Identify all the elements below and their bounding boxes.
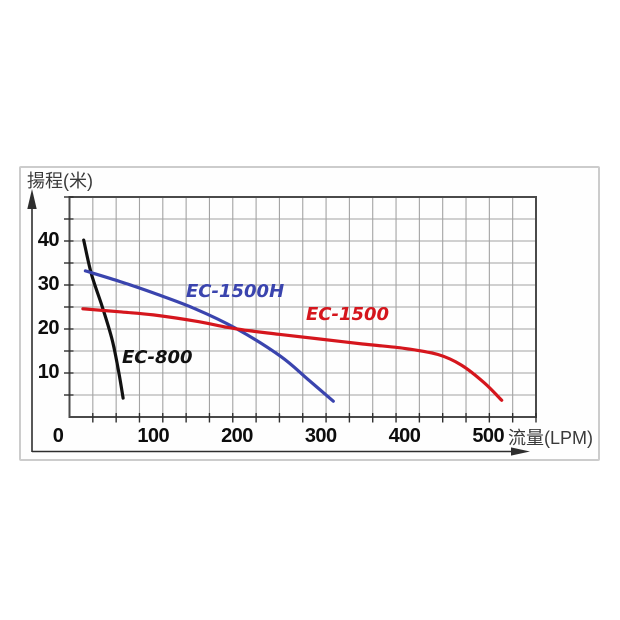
y-tick-label: 20 — [37, 317, 60, 339]
x-tick-label: 500 — [472, 425, 505, 447]
origin-tick-label: 0 — [52, 425, 64, 447]
series-label-ec-1500: EC-1500 — [306, 304, 390, 325]
y-axis-arrowhead — [27, 189, 37, 209]
x-tick-label: 300 — [304, 425, 337, 447]
x-tick-label: 400 — [388, 425, 421, 447]
x-tick-label: 200 — [221, 425, 253, 447]
curve-ec-1500 — [81, 307, 504, 402]
x-tick-label: 100 — [137, 425, 170, 447]
series-label-ec-800: EC-800 — [122, 347, 193, 368]
y-tick-label: 40 — [37, 229, 60, 251]
x-axis-arrowhead — [511, 447, 530, 456]
curve-ec-800 — [82, 238, 125, 400]
y-axis-title: 揚程(米) — [27, 171, 93, 191]
series-label-ec-1500h: EC-1500H — [186, 281, 285, 302]
y-tick-label: 10 — [37, 361, 60, 383]
x-axis-title: 流量(LPM) — [508, 428, 593, 448]
curve-ec-1500h — [83, 269, 335, 403]
y-tick-label: 30 — [37, 273, 60, 295]
